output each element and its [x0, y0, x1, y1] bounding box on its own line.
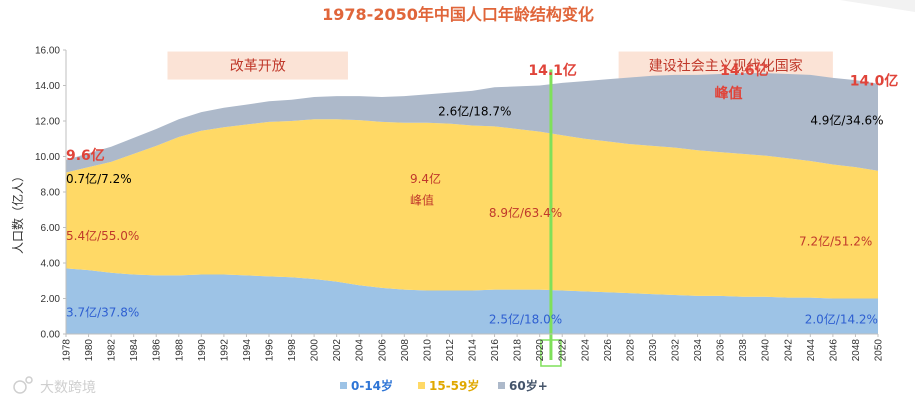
legend: 0-14岁 15-59岁 60岁+	[340, 378, 548, 393]
legend-swatch-1	[418, 382, 425, 389]
x-tick-label-19: 2016	[490, 339, 501, 362]
watermark-logo-icon	[13, 376, 33, 394]
x-tick-label-28: 2034	[693, 339, 704, 362]
x-tick-label-15: 2008	[400, 339, 411, 362]
x-tick-label-10: 1998	[287, 339, 298, 362]
area-series-0	[66, 268, 878, 334]
x-tick-label-0: 1978	[62, 339, 73, 362]
x-tick-label-20: 2018	[513, 339, 524, 362]
x-tick-label-1: 1980	[84, 339, 95, 362]
legend-label-0: 0-14岁	[351, 378, 393, 393]
annotation-14: 2.5亿/18.0%	[489, 311, 562, 326]
x-axis: 1978 1980 1982 1984 1986 1988 1990 1992 1994 1996…	[62, 333, 885, 362]
x-tick-label-25: 2028	[625, 339, 636, 362]
stacked-areas	[66, 73, 878, 334]
x-tick-label-3: 1984	[129, 339, 140, 362]
x-tick-label-26: 2030	[648, 339, 659, 362]
annotation-3: 14.0亿	[850, 73, 899, 90]
area-series-1	[66, 119, 878, 299]
x-tick-label-22: 2022	[558, 339, 569, 362]
x-tick-label-30: 2038	[738, 339, 749, 362]
y-tick-label-1: 2.00	[41, 294, 61, 305]
x-tick-label-27: 2032	[671, 339, 682, 362]
annotation-13: 3.7亿/37.8%	[66, 304, 139, 319]
x-tick-label-29: 2036	[716, 339, 727, 362]
x-tick-label-24: 2026	[603, 339, 614, 362]
x-tick-label-2: 1982	[107, 339, 118, 362]
y-tick-label-6: 12.00	[35, 117, 60, 128]
x-tick-label-36: 2050	[874, 339, 885, 362]
annotation-1: 14.6亿	[720, 62, 769, 79]
x-tick-label-7: 1992	[219, 339, 230, 362]
x-tick-label-34: 2046	[828, 339, 839, 362]
chart-title: 1978-2050年中国人口年龄结构变化	[322, 5, 594, 24]
legend-label-1: 15-59岁	[429, 378, 479, 393]
y-axis-label: 人口数（亿人）	[10, 170, 25, 254]
x-tick-label-17: 2012	[445, 339, 456, 362]
x-tick-label-14: 2006	[377, 339, 388, 362]
x-tick-label-11: 2000	[310, 339, 321, 362]
annotation-9: 峰值	[410, 192, 434, 207]
x-tick-label-9: 1996	[265, 339, 276, 362]
x-tick-label-12: 2002	[332, 339, 343, 362]
banner-box-0	[167, 51, 348, 80]
annotation-2: 峰值	[714, 85, 742, 102]
watermark: 大数跨境	[13, 376, 96, 396]
x-tick-label-33: 2044	[806, 339, 817, 362]
highlight-year-box	[540, 339, 562, 367]
annotation-12: 7.2亿/51.2%	[799, 233, 872, 248]
x-tick-label-6: 1990	[197, 339, 208, 362]
annotation-0: 14.1亿	[528, 62, 577, 79]
y-tick-label-8: 16.00	[35, 46, 60, 57]
annotation-8: 9.4亿	[410, 171, 441, 186]
x-tick-label-8: 1994	[242, 339, 253, 362]
corner-decoration	[840, 0, 915, 12]
y-tick-label-7: 14.00	[35, 81, 60, 92]
y-tick-label-5: 10.00	[35, 152, 60, 163]
x-tick-label-32: 2042	[783, 339, 794, 362]
x-tick-label-16: 2010	[422, 339, 433, 362]
y-tick-label-3: 6.00	[41, 223, 61, 234]
x-tick-label-23: 2024	[580, 339, 591, 362]
y-axis: 0.00 2.00 4.00 6.00 8.00 10.00 12.00 14.00 16.00	[35, 46, 67, 341]
y-tick-label-4: 8.00	[41, 188, 61, 199]
annotation-4: 9.6亿	[66, 147, 105, 164]
x-tick-label-35: 2048	[851, 339, 862, 362]
legend-label-2: 60岁+	[509, 378, 548, 393]
annotation-11: 5.4亿/55.0%	[66, 228, 139, 243]
legend-swatch-2	[498, 382, 505, 389]
banner-text-0: 改革开放	[230, 59, 286, 75]
legend-swatch-0	[340, 382, 347, 389]
annotation-15: 2.0亿/14.2%	[805, 311, 878, 326]
banner-text-1: 建设社会主义现代化国家	[649, 58, 803, 75]
x-tick-label-21: 2020	[535, 339, 546, 362]
highlight-line	[540, 69, 562, 367]
annotation-10: 8.9亿/63.4%	[489, 205, 562, 220]
annotation-6: 4.9亿/34.6%	[810, 113, 883, 128]
annotation-5: 2.6亿/18.7%	[438, 104, 511, 119]
y-tick-label-2: 4.00	[41, 259, 61, 270]
x-tick-label-4: 1986	[152, 339, 163, 362]
x-tick-label-5: 1988	[174, 339, 185, 362]
x-tick-label-31: 2040	[761, 339, 772, 362]
x-tick-label-18: 2014	[468, 339, 479, 362]
area-series-2	[66, 73, 878, 173]
y-tick-label-0: 0.00	[41, 330, 61, 341]
watermark-text: 大数跨境	[40, 380, 96, 396]
annotation-7: 0.7亿/7.2%	[66, 171, 132, 186]
x-tick-label-13: 2004	[355, 339, 366, 362]
